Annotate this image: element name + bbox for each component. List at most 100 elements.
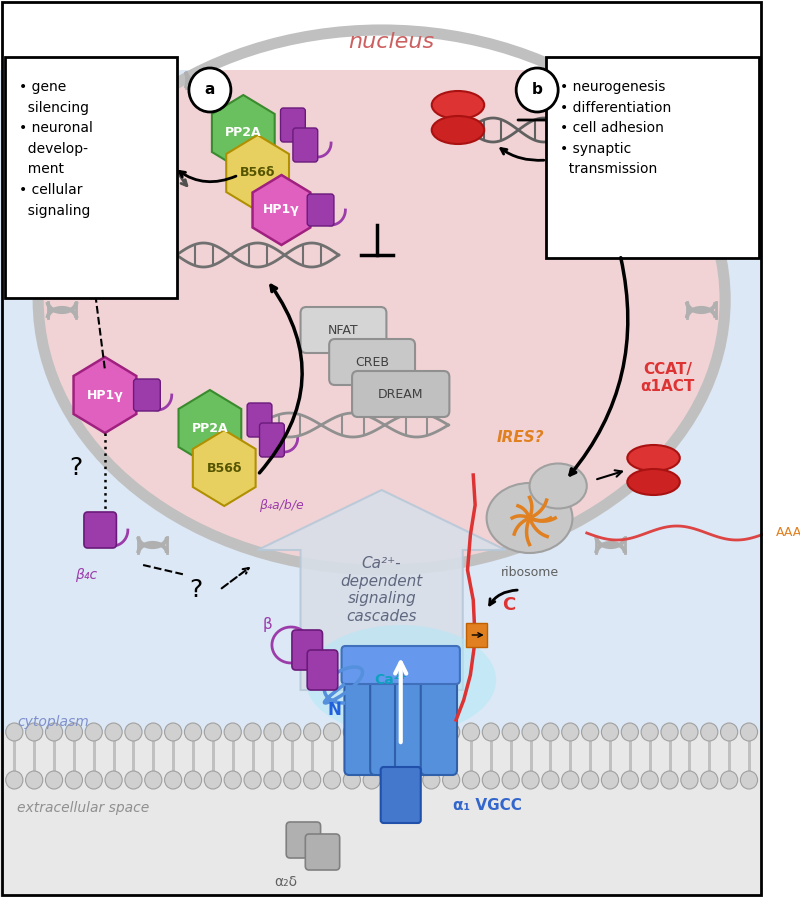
FancyBboxPatch shape — [307, 194, 334, 226]
Circle shape — [244, 771, 261, 789]
Circle shape — [442, 771, 460, 789]
Circle shape — [641, 723, 658, 741]
Circle shape — [125, 723, 142, 741]
FancyBboxPatch shape — [370, 670, 406, 775]
Circle shape — [462, 723, 479, 741]
Circle shape — [403, 723, 420, 741]
Bar — [0, 732, 763, 897]
Circle shape — [343, 723, 361, 741]
Polygon shape — [178, 390, 242, 466]
Circle shape — [343, 771, 361, 789]
Polygon shape — [212, 95, 274, 171]
Circle shape — [681, 771, 698, 789]
FancyBboxPatch shape — [381, 767, 421, 823]
Circle shape — [482, 771, 499, 789]
Circle shape — [303, 723, 321, 741]
Text: B56δ: B56δ — [240, 167, 275, 179]
FancyBboxPatch shape — [5, 57, 178, 298]
FancyBboxPatch shape — [421, 670, 457, 775]
Circle shape — [46, 771, 62, 789]
Circle shape — [284, 723, 301, 741]
Circle shape — [442, 723, 460, 741]
FancyBboxPatch shape — [134, 379, 160, 411]
Circle shape — [602, 723, 618, 741]
Circle shape — [562, 723, 579, 741]
Circle shape — [622, 723, 638, 741]
Circle shape — [85, 723, 102, 741]
Polygon shape — [226, 135, 289, 211]
Text: β₄a/b/e: β₄a/b/e — [259, 499, 304, 511]
Text: CCAT/
α1ACT: CCAT/ α1ACT — [641, 361, 695, 394]
FancyBboxPatch shape — [84, 512, 117, 548]
Circle shape — [383, 723, 400, 741]
Text: cytoplasm: cytoplasm — [17, 715, 89, 729]
Text: extracellular space: extracellular space — [17, 801, 150, 815]
FancyBboxPatch shape — [329, 339, 415, 385]
FancyBboxPatch shape — [259, 423, 284, 457]
Circle shape — [189, 68, 231, 112]
Circle shape — [383, 771, 400, 789]
Ellipse shape — [627, 445, 680, 471]
Circle shape — [105, 771, 122, 789]
Text: N: N — [327, 701, 341, 719]
Circle shape — [701, 723, 718, 741]
Text: • gene
  silencing
• neuronal
  develop-
  ment
• cellular
  signaling: • gene silencing • neuronal develop- men… — [19, 80, 93, 218]
Circle shape — [422, 771, 440, 789]
Circle shape — [165, 771, 182, 789]
Circle shape — [582, 723, 598, 741]
Circle shape — [622, 771, 638, 789]
Polygon shape — [74, 357, 136, 433]
Circle shape — [542, 771, 559, 789]
Circle shape — [244, 723, 261, 741]
Text: CREB: CREB — [355, 355, 389, 369]
Circle shape — [363, 723, 380, 741]
FancyBboxPatch shape — [293, 128, 318, 162]
Circle shape — [363, 771, 380, 789]
Text: ribosome: ribosome — [501, 567, 558, 579]
FancyBboxPatch shape — [286, 822, 321, 858]
Circle shape — [661, 771, 678, 789]
Circle shape — [641, 771, 658, 789]
Circle shape — [264, 771, 281, 789]
Text: α₂δ: α₂δ — [274, 875, 298, 889]
Polygon shape — [253, 175, 310, 245]
Circle shape — [284, 771, 301, 789]
Ellipse shape — [306, 625, 496, 735]
Text: β₄c: β₄c — [75, 568, 97, 582]
Text: • neurogenesis
• differentiation
• cell adhesion
• synaptic
  transmission: • neurogenesis • differentiation • cell … — [560, 80, 671, 177]
Circle shape — [66, 771, 82, 789]
Circle shape — [661, 723, 678, 741]
Text: NFAT: NFAT — [328, 324, 358, 336]
FancyBboxPatch shape — [306, 834, 340, 870]
Circle shape — [125, 771, 142, 789]
Text: ?: ? — [189, 578, 202, 602]
Circle shape — [602, 771, 618, 789]
FancyBboxPatch shape — [281, 108, 306, 142]
Text: nucleus: nucleus — [348, 32, 434, 52]
Circle shape — [224, 723, 242, 741]
FancyBboxPatch shape — [342, 646, 460, 684]
Circle shape — [502, 771, 519, 789]
Circle shape — [721, 723, 738, 741]
Circle shape — [26, 771, 42, 789]
Circle shape — [502, 723, 519, 741]
Polygon shape — [193, 430, 256, 506]
Ellipse shape — [627, 469, 680, 495]
Circle shape — [224, 771, 242, 789]
FancyBboxPatch shape — [292, 630, 322, 670]
Circle shape — [105, 723, 122, 741]
Ellipse shape — [38, 30, 725, 570]
Circle shape — [582, 771, 598, 789]
Circle shape — [482, 723, 499, 741]
Circle shape — [422, 723, 440, 741]
Circle shape — [542, 723, 559, 741]
Text: PP2A: PP2A — [225, 126, 262, 140]
FancyBboxPatch shape — [247, 403, 272, 437]
Ellipse shape — [530, 464, 586, 509]
Circle shape — [522, 723, 539, 741]
Circle shape — [462, 771, 479, 789]
Bar — [0, 0, 763, 70]
Text: HP1γ: HP1γ — [86, 388, 123, 402]
FancyBboxPatch shape — [395, 670, 431, 775]
Circle shape — [264, 723, 281, 741]
